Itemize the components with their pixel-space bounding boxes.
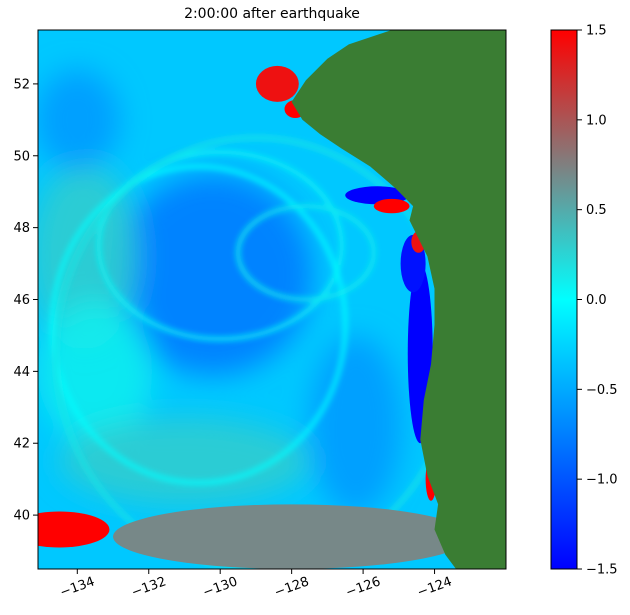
y-tick-label: 44 xyxy=(13,365,30,380)
wave-anomaly xyxy=(113,504,471,569)
x-tick-label: −126 xyxy=(344,574,383,600)
x-tick-label: −124 xyxy=(415,574,454,600)
map-plot-area xyxy=(38,30,506,569)
x-tick-label: −134 xyxy=(58,574,97,600)
x-tick-label: −130 xyxy=(201,574,240,600)
colorbar-tick-label: 0.0 xyxy=(586,293,607,308)
wave-anomaly xyxy=(255,65,299,102)
y-tick-label: 46 xyxy=(13,293,30,308)
wave-anomaly xyxy=(38,299,153,444)
wave-anomaly xyxy=(309,335,403,516)
coastline-land xyxy=(291,30,506,569)
colorbar-tick-label: −1.0 xyxy=(586,473,618,488)
wave-anomaly xyxy=(59,418,310,505)
y-tick-label: 52 xyxy=(13,77,30,92)
wave-anomaly xyxy=(38,511,110,548)
colorbar-tick-label: 1.5 xyxy=(586,24,607,39)
wave-front xyxy=(49,164,348,486)
y-tick-label: 40 xyxy=(13,509,30,524)
colorbar-gradient xyxy=(550,29,578,570)
wave-anomaly xyxy=(38,69,121,171)
y-tick-label: 48 xyxy=(13,221,30,236)
wave-front xyxy=(96,149,345,342)
colorbar-tick-label: −1.5 xyxy=(586,563,618,578)
y-tick-label: 42 xyxy=(13,437,30,452)
colorbar: 1.5 1.0 0.5 0.0 −0.5 −1.0 −1.5 xyxy=(550,24,618,578)
wave-anomaly xyxy=(113,173,314,375)
y-tick-label: 50 xyxy=(13,149,30,164)
wave-anomaly xyxy=(373,198,410,214)
colorbar-tick-label: 0.5 xyxy=(586,203,607,218)
x-tick-label: −132 xyxy=(130,574,169,600)
colorbar-tick-label: −0.5 xyxy=(586,383,618,398)
wave-front xyxy=(235,203,377,302)
x-tick-label: −128 xyxy=(272,574,311,600)
chart-title: 2:00:00 after earthquake xyxy=(184,6,360,22)
colorbar-tick-label: 1.0 xyxy=(586,113,607,128)
